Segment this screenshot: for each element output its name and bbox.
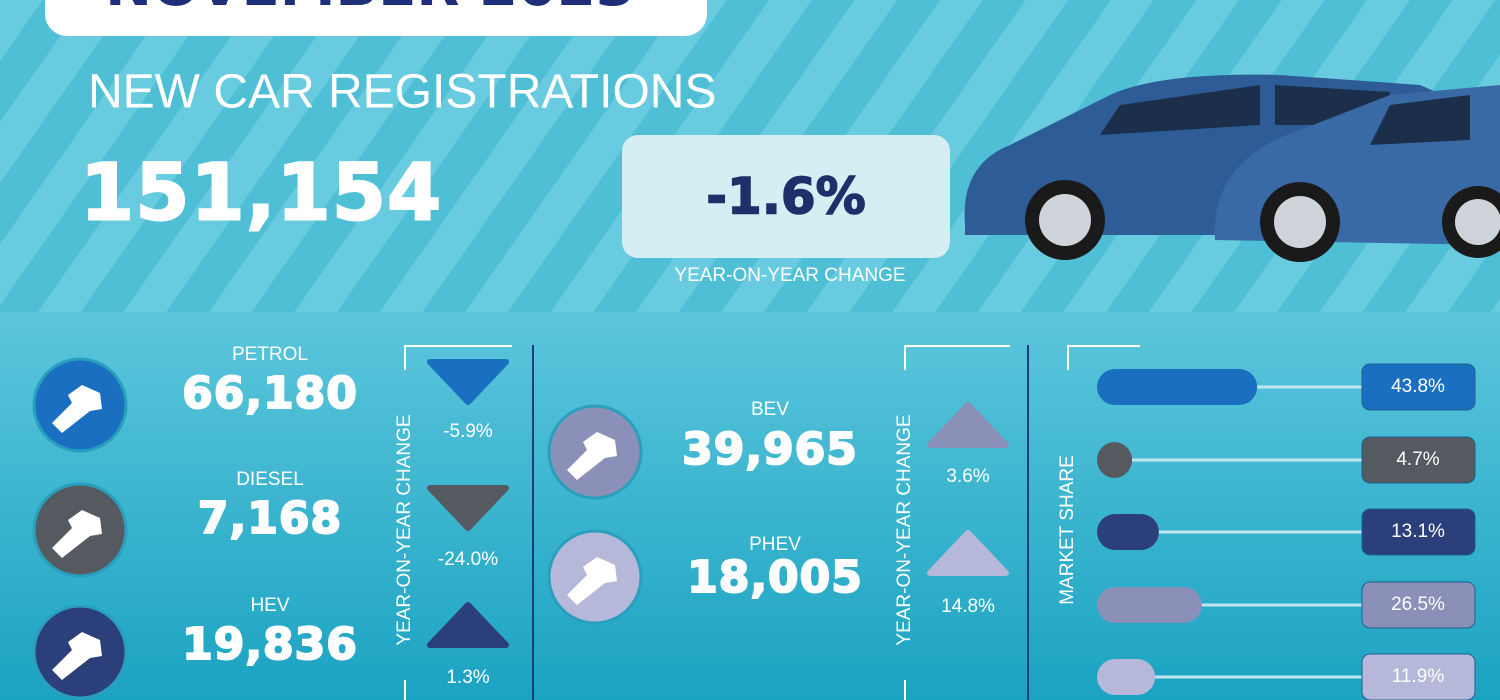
nozzle-icon <box>567 557 617 605</box>
down-arrow <box>427 359 509 405</box>
change-label: YEAR-ON-YEAR CHANGE <box>674 265 905 286</box>
registrations: 18,005 <box>687 552 863 603</box>
axis-label: YEAR-ON-YEAR CHANGE <box>394 414 415 645</box>
market-share-label: MARKET SHARE <box>1057 455 1078 605</box>
registrations: 19,836 <box>182 619 358 670</box>
share-label: 4.7% <box>1396 449 1439 470</box>
fuel-name: BEV <box>751 399 789 420</box>
nozzle-icon <box>52 510 102 558</box>
yoy-change: -5.9% <box>443 421 493 442</box>
nozzle-icon <box>52 385 102 433</box>
nozzle-icon <box>567 432 617 480</box>
share-box <box>1361 581 1476 629</box>
share-bar <box>1097 514 1159 550</box>
share-box <box>1361 508 1476 556</box>
up-arrow <box>427 602 509 648</box>
registrations: 39,965 <box>682 424 858 475</box>
change-box <box>622 135 950 258</box>
share-label: 26.5% <box>1391 594 1445 615</box>
registrations: 66,180 <box>182 368 358 419</box>
share-box <box>1361 436 1476 484</box>
yoy-change: -24.0% <box>438 549 498 570</box>
down-arrow <box>427 485 509 531</box>
yoy-change: 1.3% <box>446 667 489 688</box>
title: NEW CAR REGISTRATIONS <box>88 66 716 119</box>
share-bar <box>1097 659 1156 695</box>
fuel-name: HEV <box>250 595 289 616</box>
axis-label: YEAR-ON-YEAR CHANGE <box>894 414 915 645</box>
up-arrow <box>927 402 1009 448</box>
share-box <box>1361 653 1476 700</box>
share-bar <box>1097 369 1258 405</box>
fuel-name: DIESEL <box>236 469 304 490</box>
share-label: 13.1% <box>1391 521 1445 542</box>
date-box <box>45 0 707 36</box>
fuel-name: PHEV <box>749 534 801 555</box>
nozzle-icon <box>52 632 102 680</box>
yoy-change: 14.8% <box>941 596 995 617</box>
fuel-name: PETROL <box>232 344 308 365</box>
share-bar <box>1097 442 1133 478</box>
brackets <box>404 345 1140 700</box>
up-arrow <box>927 530 1009 576</box>
share-bar <box>1097 587 1202 623</box>
cars-illustration <box>964 74 1500 262</box>
date: NOVEMBER 2023 <box>105 0 635 19</box>
total-change: -1.6% <box>706 168 865 226</box>
registrations: 7,168 <box>198 493 342 544</box>
share-label: 43.8% <box>1391 376 1445 397</box>
yoy-change: 3.6% <box>946 466 989 487</box>
share-box <box>1361 363 1476 411</box>
share-label: 11.9% <box>1392 666 1445 687</box>
total: 151,154 <box>80 148 442 238</box>
